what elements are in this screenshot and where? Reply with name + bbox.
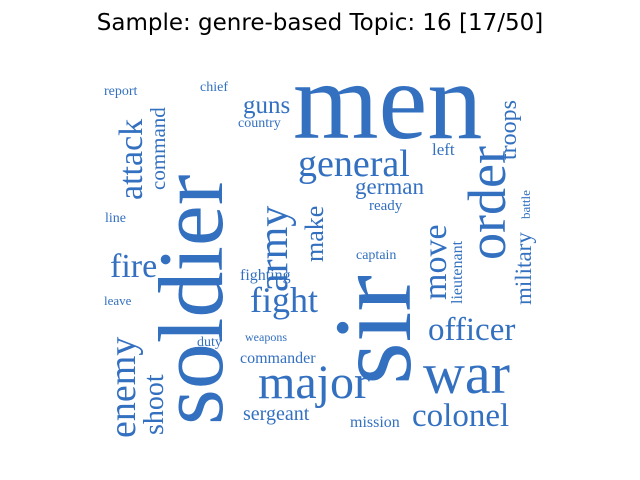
word-line: line xyxy=(105,211,126,226)
word-fighting: fighting xyxy=(240,267,291,284)
word-guns: guns xyxy=(243,92,290,119)
word-left: left xyxy=(432,140,455,159)
word-attack: attack xyxy=(113,119,150,200)
word-enemy: enemy xyxy=(102,337,144,438)
word-sir: sir xyxy=(312,275,434,385)
word-commander: commander xyxy=(240,350,316,367)
word-mission: mission xyxy=(350,414,400,431)
word-duty: duty xyxy=(197,335,222,350)
word-leave: leave xyxy=(104,293,132,308)
word-order: order xyxy=(457,146,517,260)
word-fight: fight xyxy=(250,280,318,320)
word-german: german xyxy=(355,174,424,199)
word-fire: fire xyxy=(110,248,157,285)
word-report: report xyxy=(104,84,138,99)
word-major: major xyxy=(258,356,370,409)
word-captain: captain xyxy=(356,248,396,263)
word-soldier: soldier xyxy=(140,175,242,425)
word-colonel: colonel xyxy=(412,398,509,434)
word-country: country xyxy=(238,116,281,131)
word-troops: troops xyxy=(496,100,522,160)
word-men: men xyxy=(293,40,482,162)
word-move: move xyxy=(417,224,454,300)
word-chief: chief xyxy=(200,80,228,95)
plot-title: Sample: genre-based Topic: 16 [17/50] xyxy=(96,10,544,36)
word-general: general xyxy=(298,143,410,185)
word-lieutenant: lieutenant xyxy=(449,240,466,304)
word-command: command xyxy=(146,107,170,190)
word-sergeant: sergeant xyxy=(243,403,310,425)
word-army: army xyxy=(251,206,297,292)
word-war: war xyxy=(423,341,510,406)
word-battle: battle xyxy=(518,190,533,219)
word-make: make xyxy=(300,206,329,262)
word-weapons: weapons xyxy=(245,330,287,344)
word-ready: ready xyxy=(369,198,403,214)
word-shoot: shoot xyxy=(139,374,170,435)
word-military: military xyxy=(511,232,536,305)
word-officer: officer xyxy=(428,312,515,348)
